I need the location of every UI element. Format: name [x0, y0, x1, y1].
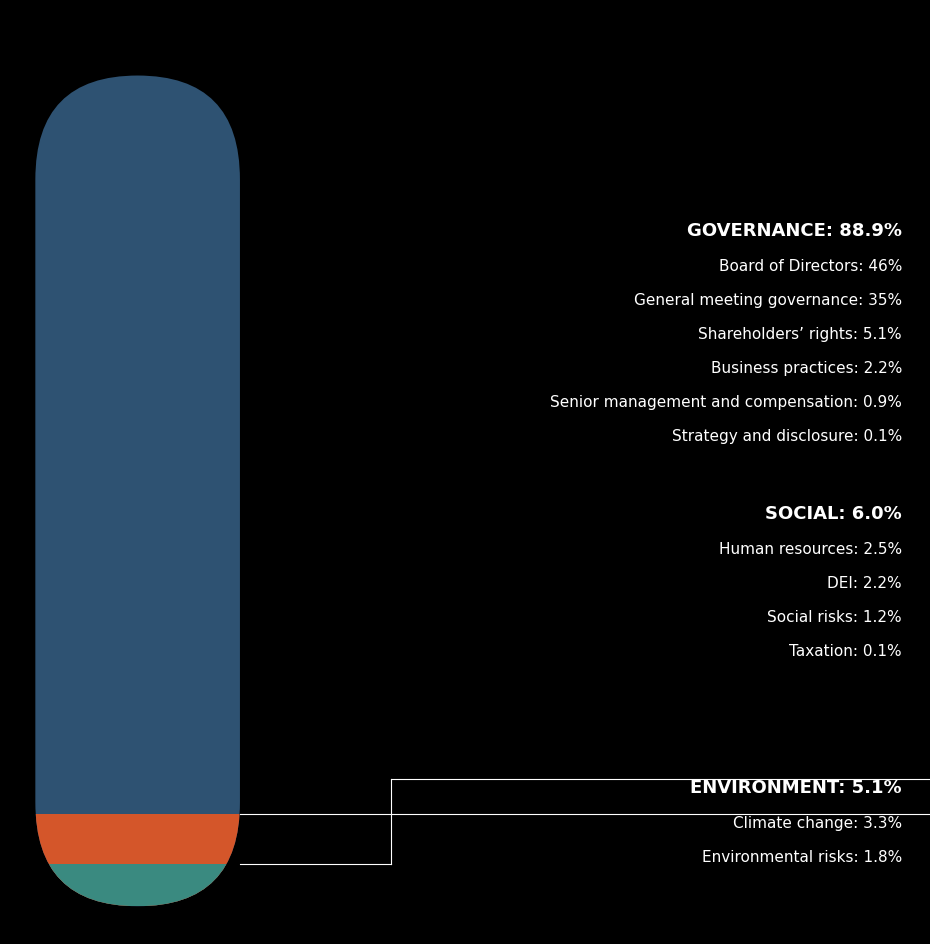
Text: Social risks: 1.2%: Social risks: 1.2% — [767, 610, 902, 625]
Text: Senior management and compensation: 0.9%: Senior management and compensation: 0.9% — [551, 395, 902, 410]
Text: DEI: 2.2%: DEI: 2.2% — [828, 576, 902, 591]
Text: Board of Directors: 46%: Board of Directors: 46% — [719, 259, 902, 274]
Text: Taxation: 0.1%: Taxation: 0.1% — [790, 644, 902, 659]
FancyBboxPatch shape — [35, 76, 240, 906]
Bar — [35, 864, 240, 906]
Text: Environmental risks: 1.8%: Environmental risks: 1.8% — [702, 850, 902, 865]
Text: GOVERNANCE: 88.9%: GOVERNANCE: 88.9% — [687, 222, 902, 241]
Text: Human resources: 2.5%: Human resources: 2.5% — [719, 542, 902, 557]
Text: SOCIAL: 6.0%: SOCIAL: 6.0% — [765, 505, 902, 524]
Text: Business practices: 2.2%: Business practices: 2.2% — [711, 361, 902, 376]
Text: General meeting governance: 35%: General meeting governance: 35% — [634, 293, 902, 308]
Text: ENVIRONMENT: 5.1%: ENVIRONMENT: 5.1% — [690, 779, 902, 798]
Text: Climate change: 3.3%: Climate change: 3.3% — [733, 816, 902, 831]
Text: Strategy and disclosure: 0.1%: Strategy and disclosure: 0.1% — [671, 429, 902, 444]
Bar — [35, 814, 240, 906]
Text: Shareholders’ rights: 5.1%: Shareholders’ rights: 5.1% — [698, 327, 902, 342]
